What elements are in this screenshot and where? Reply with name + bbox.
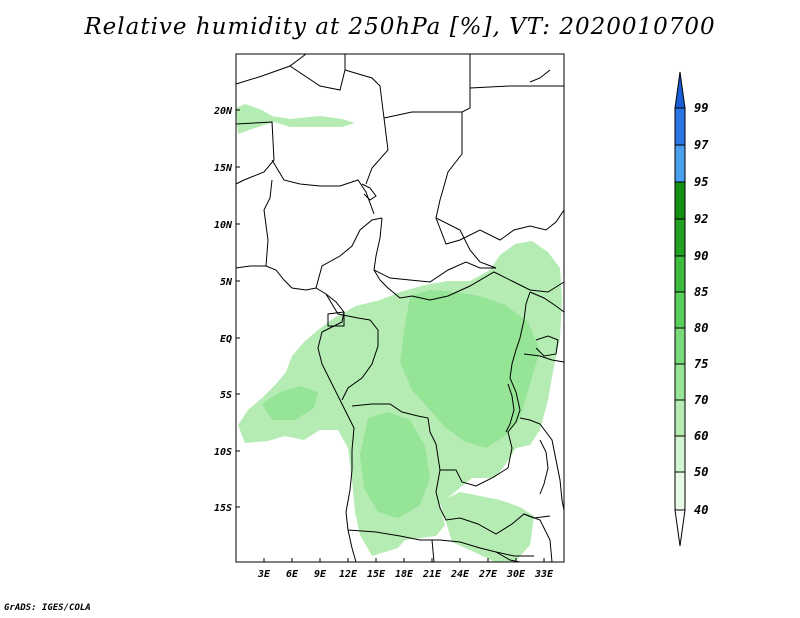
lake-malawi [539, 439, 549, 495]
border-zambia-zimbabwe [495, 551, 521, 563]
colorbar-top-arrow [674, 71, 686, 109]
colorbar-box [674, 107, 686, 146]
humidity-region-core [400, 290, 540, 448]
colorbar-label: 50 [694, 465, 708, 479]
colorbar-box [674, 471, 686, 511]
border-mali-niger [235, 121, 275, 185]
border-namibia-botswana [431, 539, 435, 563]
x-tick-label: 3E [257, 569, 271, 580]
colorbar-box [674, 363, 686, 401]
border-niger-south [271, 159, 375, 215]
coastline-red-sea [529, 69, 551, 83]
x-tick-label: 24E [450, 569, 470, 580]
border-car-drc [373, 269, 565, 301]
colorbar-box [674, 291, 686, 329]
humidity-region-north [236, 104, 355, 134]
y-tick-label: EQ [220, 334, 232, 345]
x-tick-label: 18E [395, 569, 414, 580]
colorbar-bottom-arrow [674, 509, 686, 547]
border-angola-namibia [347, 529, 534, 557]
border-congo-gabon [325, 293, 379, 401]
colorbar-label: 95 [694, 175, 708, 189]
colorbar-labels: 40 50 60 70 75 80 85 90 92 95 97 99 [694, 101, 709, 517]
border-mozambique [523, 513, 553, 563]
border-libya-chad [344, 69, 389, 185]
colorbar-box [674, 435, 686, 473]
colorbar-label: 80 [694, 321, 708, 335]
x-tick-label: 33E [534, 569, 554, 580]
border-drc-east [509, 291, 531, 411]
border-sudan-southsudan [435, 209, 565, 245]
border-chad-car [373, 217, 496, 283]
humidity-fill-layer [236, 104, 562, 562]
border-nigeria-cameroon [315, 217, 383, 289]
x-tick-labels: 3E 6E 9E 12E 15E 18E 21E 24E 27E 30E 33E [257, 569, 554, 580]
border-algeria-niger [289, 54, 346, 91]
lake-tanganyika [505, 383, 515, 433]
coastline-west-africa [235, 265, 357, 563]
boundary-lines [235, 53, 565, 563]
border-small-island [327, 311, 345, 327]
lake-victoria [535, 335, 559, 357]
y-tick-label: 20N [213, 106, 233, 117]
colorbar-box [674, 399, 686, 437]
axis-ticks [236, 109, 545, 562]
colorbar-box [674, 255, 686, 293]
border-egypt-sudan [469, 85, 564, 89]
humidity-region-west-core [262, 386, 318, 420]
border-tanzania [523, 353, 565, 363]
colorbar-label: 40 [694, 503, 708, 517]
map-frame [235, 53, 565, 563]
x-tick-label: 30E [506, 569, 526, 580]
humidity-region-south [440, 492, 534, 562]
map-title: Relative humidity at 250hPa [%], VT: 202… [84, 14, 716, 40]
y-tick-label: 10S [214, 447, 232, 458]
colorbar-label: 92 [694, 212, 708, 226]
x-tick-label: 6E [286, 569, 299, 580]
x-tick-label: 9E [314, 569, 327, 580]
colorbar-box [674, 144, 686, 183]
border-drc-angola [351, 403, 521, 487]
x-tick-label: 12E [339, 569, 358, 580]
colorbar-label: 70 [694, 393, 708, 407]
humidity-region-south-core [360, 412, 430, 518]
y-tick-label: 5S [220, 390, 232, 401]
colorbar-label: 85 [694, 285, 708, 299]
y-tick-label: 10N [214, 220, 233, 231]
colorbar [674, 71, 686, 547]
x-tick-label: 21E [422, 569, 442, 580]
y-tick-label: 5N [220, 277, 233, 288]
y-tick-label: 15N [214, 163, 233, 174]
border-east-africa [529, 291, 565, 313]
grads-credit: GrADS: IGES/COLA [4, 603, 91, 613]
x-tick-label: 27E [478, 569, 498, 580]
border-sahara-north [235, 53, 307, 85]
colorbar-label: 90 [694, 249, 708, 263]
border-nigeria-benin [263, 179, 273, 267]
border-chad-sudan [383, 111, 462, 119]
x-tick-label: 15E [367, 569, 386, 580]
y-tick-label: 15S [214, 503, 232, 514]
colorbar-box [674, 181, 686, 220]
colorbar-box [674, 327, 686, 365]
border-tanzania-south [519, 417, 565, 511]
colorbar-label: 60 [694, 429, 708, 443]
colorbar-label: 75 [694, 357, 708, 371]
colorbar-label: 97 [694, 138, 709, 152]
border-libya-egypt [435, 54, 497, 269]
colorbar-box [674, 218, 686, 257]
lake-chad [361, 183, 377, 201]
y-tick-labels: 20N 15N 10N 5N EQ 5S 10S 15S [213, 106, 233, 514]
colorbar-label: 99 [694, 101, 708, 115]
